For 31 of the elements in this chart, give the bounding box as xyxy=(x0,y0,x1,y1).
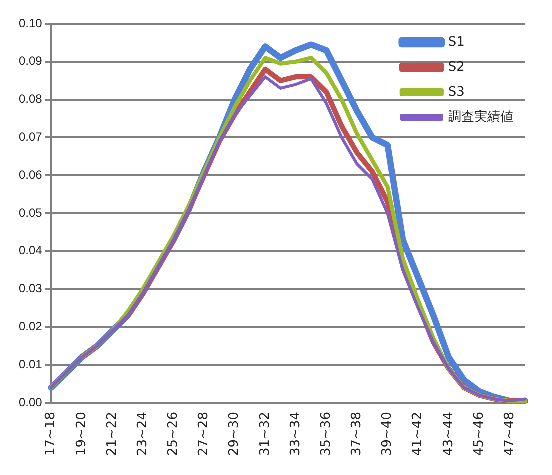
y-tick-label: 0.00 xyxy=(18,395,43,410)
x-tick-label: 23~24 xyxy=(135,412,150,456)
y-tick-label: 0.01 xyxy=(18,357,43,372)
x-tick-label: 25~26 xyxy=(166,412,182,456)
x-tick-label: 39~40 xyxy=(380,412,396,456)
legend-label: S1 xyxy=(448,34,465,50)
x-tick-label: 17~18 xyxy=(44,412,59,456)
legend-label: S3 xyxy=(448,84,465,100)
y-tick-label: 0.04 xyxy=(18,244,43,258)
x-tick-label: 21~22 xyxy=(104,412,120,456)
x-tick-label: 35~36 xyxy=(318,412,334,456)
y-tick-label: 0.09 xyxy=(18,54,43,68)
x-tick-label: 29~30 xyxy=(227,412,242,456)
x-tick-label: 37~38 xyxy=(350,412,365,456)
x-tick-label: 19~20 xyxy=(74,412,90,456)
x-tick-label: 45~46 xyxy=(472,412,487,456)
x-tick-label: 33~34 xyxy=(288,412,304,456)
legend-label: 調査実績値 xyxy=(448,108,514,125)
x-tick-label: 31~32 xyxy=(258,412,273,456)
x-tick-label: 41~42 xyxy=(410,412,426,456)
y-tick-label: 0.08 xyxy=(18,92,43,106)
y-tick-label: 0.05 xyxy=(18,206,43,220)
y-tick-label: 0.07 xyxy=(18,130,43,144)
y-tick-label: 0.02 xyxy=(18,320,43,334)
x-tick-label: 43~44 xyxy=(441,412,456,456)
y-tick-label: 0.03 xyxy=(18,282,43,296)
x-tick-label: 47~48 xyxy=(502,412,518,456)
y-tick-label: 0.10 xyxy=(18,16,43,30)
legend-label: S2 xyxy=(448,60,465,75)
y-tick-label: 0.06 xyxy=(18,168,43,182)
x-tick-label: 27~28 xyxy=(196,412,212,456)
